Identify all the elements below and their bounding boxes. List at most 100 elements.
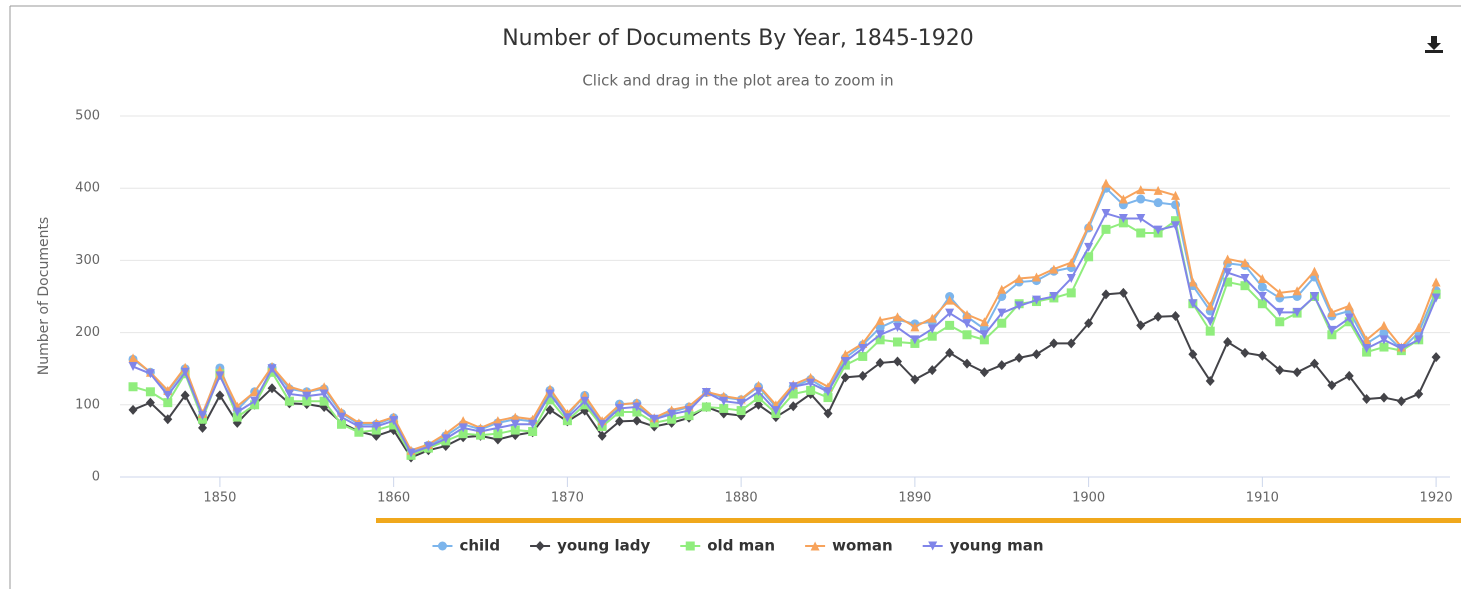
marker (545, 395, 555, 405)
marker (562, 413, 572, 423)
marker (1136, 214, 1146, 224)
marker[interactable] (437, 541, 447, 551)
marker (945, 295, 955, 305)
marker (684, 406, 694, 416)
marker (284, 396, 294, 406)
marker (597, 419, 607, 429)
series (128, 216, 1441, 460)
marker (667, 414, 677, 424)
marker (823, 387, 833, 397)
marker (1431, 352, 1441, 363)
legend-item[interactable]: young man (922, 537, 1044, 555)
marker (1257, 282, 1267, 292)
marker (1431, 293, 1441, 303)
legend-label[interactable]: young man (950, 537, 1044, 555)
legend-label[interactable]: child (459, 537, 500, 555)
marker (1014, 301, 1024, 311)
legend-item[interactable]: child (432, 537, 500, 555)
series (128, 208, 1441, 458)
marker (493, 423, 503, 433)
legend-item[interactable]: woman (805, 537, 893, 555)
marker (1327, 380, 1337, 391)
download-button[interactable] (1422, 33, 1446, 55)
marker (1136, 228, 1146, 238)
x-tick-label: 1910 (1246, 491, 1279, 506)
chart-title: Number of Documents By Year, 1845-1920 (502, 26, 974, 51)
marker[interactable] (928, 541, 938, 551)
marker (1153, 185, 1163, 195)
marker (1136, 194, 1146, 204)
marker (1014, 352, 1024, 363)
y-tick-label: 100 (75, 397, 100, 412)
marker (1292, 307, 1302, 317)
marker (667, 409, 677, 419)
marker[interactable] (810, 541, 820, 551)
legend-label[interactable]: young lady (557, 537, 650, 555)
marker (1223, 268, 1233, 278)
marker (1327, 307, 1337, 317)
legend-item[interactable]: young lady (530, 537, 650, 555)
marker (840, 356, 850, 366)
marker (771, 406, 781, 416)
marker (1414, 323, 1424, 333)
marker (1188, 277, 1198, 287)
marker (1379, 342, 1389, 352)
marker (1344, 301, 1354, 311)
marker (910, 374, 920, 385)
marker (1118, 194, 1128, 204)
marker (962, 319, 972, 329)
marker (163, 390, 173, 400)
series (128, 178, 1441, 455)
marker (1362, 394, 1372, 405)
download-base[interactable] (1425, 50, 1443, 53)
marker (892, 312, 902, 322)
range-bar (376, 518, 1461, 523)
series-line (132, 181, 1438, 452)
legend-item[interactable]: old man (680, 537, 775, 555)
marker (875, 315, 885, 325)
marker (232, 412, 242, 422)
y-axis-title: Number of Documents (36, 217, 52, 375)
marker (493, 429, 503, 439)
marker (632, 407, 642, 417)
marker (1031, 295, 1041, 305)
series-line (132, 218, 1438, 457)
marker (580, 396, 590, 406)
download-arrow[interactable] (1427, 36, 1441, 50)
legend[interactable]: child young lady old man woman young man (432, 537, 1044, 555)
series (128, 183, 1441, 457)
marker (823, 408, 833, 419)
marker (840, 349, 850, 359)
marker (1257, 350, 1267, 361)
marker (927, 365, 937, 376)
marker (1066, 258, 1076, 268)
marker (1170, 310, 1180, 321)
marker (1118, 287, 1128, 298)
marker (1309, 292, 1319, 301)
legend-label[interactable]: old man (707, 537, 775, 555)
marker (910, 322, 920, 332)
marker (163, 414, 173, 425)
marker (1101, 208, 1111, 218)
marker (1344, 370, 1354, 381)
marker (180, 390, 190, 401)
marker (632, 415, 642, 426)
marker (476, 427, 486, 437)
marker[interactable] (535, 541, 545, 551)
legend-label[interactable]: woman (832, 537, 893, 555)
marker (458, 423, 468, 433)
marker (406, 448, 416, 458)
marker (1292, 286, 1302, 296)
marker (1396, 343, 1406, 353)
marker (1223, 277, 1233, 287)
marker[interactable] (685, 541, 695, 551)
marker (458, 429, 468, 439)
chart-subtitle: Click and drag in the plot area to zoom … (582, 72, 893, 90)
marker (1240, 258, 1250, 268)
marker (754, 393, 764, 403)
marker (1014, 273, 1024, 283)
marker (1257, 299, 1267, 309)
x-tick-label: 1880 (725, 491, 758, 506)
marker (1049, 264, 1059, 274)
marker (337, 412, 347, 422)
